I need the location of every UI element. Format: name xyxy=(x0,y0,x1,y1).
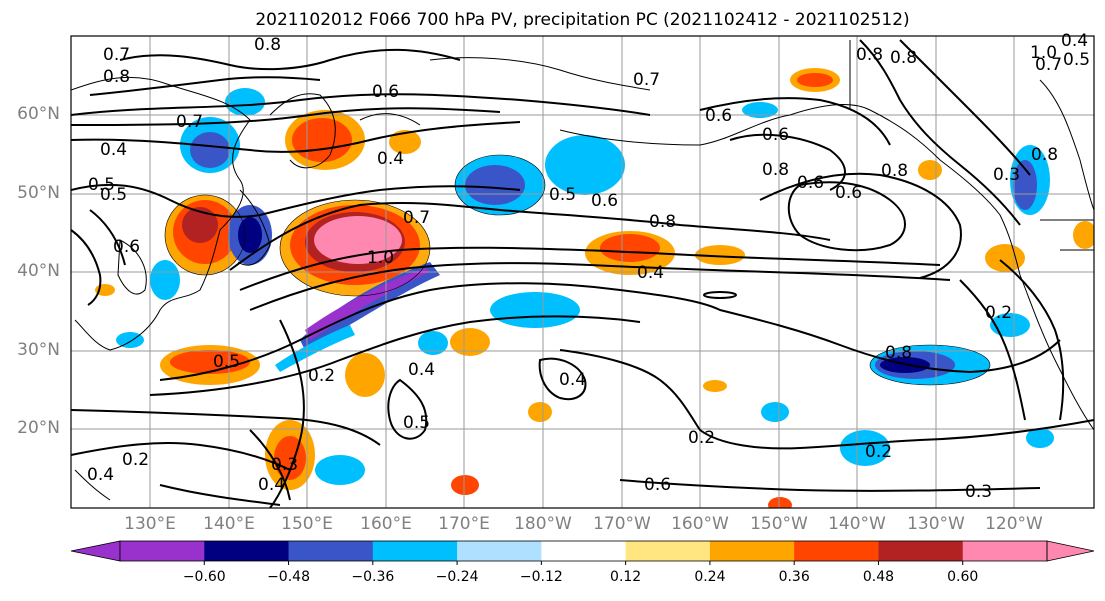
colorbar-segment xyxy=(794,541,879,561)
lon-label-160e: 160°E xyxy=(360,514,412,534)
colorbar-tick-label: −0.24 xyxy=(435,569,479,585)
contour-label: 0.7 xyxy=(633,70,660,90)
colorbar-segment xyxy=(962,541,1048,561)
lon-label-170e: 170°E xyxy=(438,514,490,534)
contour-label: 0.3 xyxy=(271,455,298,475)
lat-label-20n: 20°N xyxy=(17,418,60,438)
contour-label: 0.7 xyxy=(403,208,430,228)
colorbar-segment xyxy=(120,541,205,561)
colorbar-segment xyxy=(288,541,374,561)
contour-label: 0.6 xyxy=(372,82,399,102)
contour-label: 0.6 xyxy=(762,125,789,145)
colorbar-tick-label: 0.60 xyxy=(947,569,979,585)
colorbar-tick-label: −0.36 xyxy=(351,569,395,585)
contour-label: 0.8 xyxy=(1031,145,1058,165)
contour-label: 0.8 xyxy=(254,35,281,55)
contour-label: 0.8 xyxy=(885,343,912,363)
contour-label: 0.5 xyxy=(88,175,115,195)
lon-label-150w: 150°W xyxy=(750,514,808,534)
contour-label: 0.7 xyxy=(176,112,203,132)
colorbar-tick-label: 0.12 xyxy=(610,569,642,585)
contour-label: 0.2 xyxy=(122,450,149,470)
lat-label-50n: 50°N xyxy=(17,183,60,203)
colorbar-tick-label: 0.24 xyxy=(694,569,726,585)
contour-label: 0.4 xyxy=(87,465,114,485)
colorbar-segment xyxy=(709,541,795,561)
lon-label-180w: 180°W xyxy=(514,514,572,534)
contour-label: 0.4 xyxy=(258,475,285,495)
colorbar-segment xyxy=(541,541,627,561)
colorbar-extend-max xyxy=(1046,540,1095,562)
colorbar-tick-label: −0.60 xyxy=(182,569,226,585)
contour-label: 0.8 xyxy=(881,161,908,181)
contour-label: 0.6 xyxy=(113,237,140,257)
contour-label: 0.5 xyxy=(403,413,430,433)
lon-label-150e: 150°E xyxy=(281,514,333,534)
lon-label-140e: 140°E xyxy=(203,514,255,534)
colorbar-segment xyxy=(457,541,542,561)
contour-label: 0.5 xyxy=(1063,50,1090,70)
lon-label-130e: 130°E xyxy=(124,514,176,534)
contour-label: 0.8 xyxy=(890,48,917,68)
contour-label: 0.8 xyxy=(762,160,789,180)
coastlines xyxy=(71,40,1094,501)
contour-label: 0.5 xyxy=(100,185,127,205)
colorbar xyxy=(70,540,1095,565)
lon-label-170w: 170°W xyxy=(593,514,651,534)
contour-label: 0.6 xyxy=(644,475,671,495)
pv-contours xyxy=(71,39,1094,508)
contour-label: 0.6 xyxy=(591,191,618,211)
contour-label: 0.4 xyxy=(377,149,404,169)
contour-label: 0.5 xyxy=(213,352,240,372)
contour-label: 0.4 xyxy=(559,370,586,390)
colorbar-tick-label: −0.12 xyxy=(519,569,563,585)
colorbar-tick-label: 0.48 xyxy=(862,569,895,585)
contour-label: 0.2 xyxy=(688,428,715,448)
contour-label: 0.3 xyxy=(993,165,1020,185)
colorbar-segment xyxy=(878,541,964,561)
lon-label-160w: 160°W xyxy=(671,514,729,534)
lat-label-60n: 60°N xyxy=(17,104,60,124)
contour-label: 0.4 xyxy=(100,140,127,160)
contour-label: 0.7 xyxy=(1035,55,1062,75)
contour-label: 0.8 xyxy=(856,45,883,65)
contour-label: 0.6 xyxy=(797,173,824,193)
colorbar-segment xyxy=(625,541,711,561)
contour-label: 0.3 xyxy=(965,482,992,502)
contour-label: 0.2 xyxy=(865,442,892,462)
precip-outlines xyxy=(164,154,991,386)
colorbar-segment xyxy=(372,541,458,561)
contour-label: 0.8 xyxy=(649,212,676,232)
contour-label: 0.8 xyxy=(103,67,130,87)
contour-label: 0.4 xyxy=(637,263,664,283)
colorbar-tick-label: −0.48 xyxy=(267,569,310,585)
contour-label: 0.2 xyxy=(985,303,1012,323)
lon-label-140w: 140°W xyxy=(828,514,886,534)
lon-label-130w: 130°W xyxy=(907,514,965,534)
lat-label-40n: 40°N xyxy=(17,261,60,281)
colorbar-tick-label: 0.36 xyxy=(778,569,810,585)
contour-label: 0.6 xyxy=(705,106,732,126)
contour-label: 0.2 xyxy=(308,366,335,386)
map-title: 2021102012 F066 700 hPa PV, precipitatio… xyxy=(255,10,910,30)
contour-labels: 0.70.80.80.60.70.4 0.40.50.70.60.50.60.80… xyxy=(87,31,1090,502)
contour-label: 0.7 xyxy=(103,45,130,65)
contour-label: 0.6 xyxy=(835,183,862,203)
contour-label: 0.4 xyxy=(1061,31,1088,51)
colorbar-extend-min xyxy=(70,540,121,562)
lon-label-120w: 120°W xyxy=(985,514,1043,534)
colorbar-segment xyxy=(204,541,290,561)
contour-label: 1.0 xyxy=(1030,43,1057,63)
contour-label: 1.0 xyxy=(367,248,394,268)
contour-label: 0.5 xyxy=(549,185,576,205)
lat-label-30n: 30°N xyxy=(17,340,60,360)
contour-label: 0.4 xyxy=(408,360,435,380)
